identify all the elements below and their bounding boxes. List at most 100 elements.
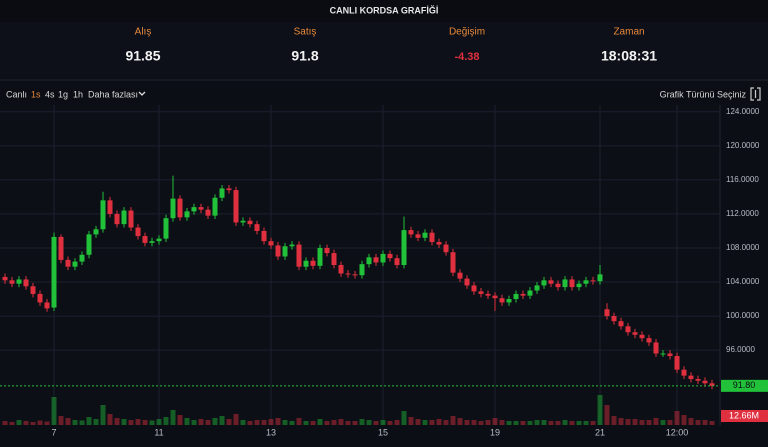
- volume-bar: [590, 421, 596, 425]
- volume-bar: [555, 421, 561, 425]
- candle-body: [464, 278, 470, 286]
- candle-body: [597, 274, 603, 282]
- toolbar-item[interactable]: Daha fazlası: [88, 89, 138, 99]
- volume-bar: [212, 418, 218, 425]
- last-price-tag: [721, 379, 768, 392]
- candle-body: [450, 252, 456, 273]
- candle-body: [492, 295, 498, 299]
- volume-bar: [408, 417, 414, 425]
- volume-bar: [170, 410, 176, 425]
- header-label: Satış: [294, 27, 317, 38]
- candle-body: [429, 232, 435, 243]
- candle-body: [457, 272, 463, 279]
- volume-bar: [30, 422, 36, 425]
- volume-bar: [247, 421, 253, 425]
- header-label: Zaman: [613, 27, 644, 38]
- candle-body: [373, 257, 379, 263]
- volume-bar: [324, 421, 330, 425]
- volume-bar: [618, 418, 624, 425]
- volume-bar: [65, 418, 71, 425]
- volume-bar: [611, 416, 617, 425]
- candle-body: [562, 279, 568, 288]
- volume-bar: [583, 421, 589, 425]
- toolbar-item[interactable]: 1h: [73, 89, 83, 99]
- candle-body: [30, 286, 36, 294]
- chart-type-select[interactable]: Grafik Türünü Seçiniz: [660, 89, 747, 99]
- candle-body: [149, 241, 155, 243]
- volume-bar: [485, 420, 491, 425]
- candle-body: [9, 280, 15, 284]
- volume-bar: [233, 414, 239, 425]
- last-price-label: 91.80: [733, 380, 756, 390]
- volume-tag: [721, 410, 768, 422]
- volume-bar: [387, 421, 393, 425]
- candle-body: [100, 200, 106, 230]
- candle-body: [569, 279, 575, 288]
- candle-body: [268, 241, 274, 246]
- y-tick-label: 116.0000: [726, 175, 759, 184]
- candle-body: [44, 302, 50, 309]
- volume-bar: [709, 421, 715, 425]
- y-tick-label: 108.0000: [726, 243, 760, 252]
- volume-label: 12.66M: [729, 410, 759, 420]
- volume-bar: [37, 420, 43, 425]
- header-value: 91.85: [125, 48, 160, 64]
- candle-body: [639, 334, 645, 339]
- candle-body: [660, 353, 666, 355]
- chevron[interactable]: [138, 91, 146, 96]
- volume-bar: [471, 420, 477, 425]
- candle-body: [534, 285, 540, 291]
- candle-body: [702, 380, 708, 384]
- candle-body: [667, 353, 673, 357]
- volume-bar: [401, 411, 407, 425]
- volume-bar: [373, 421, 379, 425]
- volume-bar: [646, 420, 652, 425]
- candle-body: [177, 198, 183, 218]
- volume-bar: [534, 420, 540, 425]
- candle-body: [156, 238, 162, 242]
- grid: [0, 105, 720, 425]
- toolbar-item[interactable]: Canlı: [6, 89, 27, 99]
- y-tick-label: 120.0000: [726, 141, 760, 150]
- candle-body: [254, 224, 260, 231]
- candle-body: [555, 283, 561, 288]
- volume-bar: [331, 420, 337, 425]
- volume-bar: [317, 419, 323, 425]
- volume-bar: [422, 420, 428, 425]
- y-tick-label: 100.0000: [726, 311, 760, 320]
- toolbar-item[interactable]: 1s: [31, 89, 41, 99]
- volume-bar: [695, 420, 701, 425]
- toolbar-item[interactable]: 4s: [45, 89, 55, 99]
- volume-bar: [23, 421, 29, 425]
- candle-body: [359, 264, 365, 276]
- volume-bar: [415, 419, 421, 425]
- volume-bar: [625, 419, 631, 425]
- candle-body: [128, 210, 134, 228]
- candle-body: [541, 280, 547, 286]
- candle-body: [107, 200, 113, 214]
- candle-body: [632, 332, 638, 335]
- chart-type-icon[interactable]: [750, 87, 761, 101]
- volume-bar: [226, 419, 232, 425]
- toolbar-item[interactable]: 1g: [58, 89, 68, 99]
- candle-body: [681, 369, 687, 376]
- candle-body: [499, 298, 505, 303]
- volume-bar: [359, 419, 365, 425]
- volume-bar: [142, 420, 148, 425]
- candle-body: [16, 279, 22, 284]
- candle-body: [345, 273, 351, 275]
- x-tick-label: 7: [51, 427, 56, 437]
- volume-bar: [457, 418, 463, 425]
- volume-bar: [149, 420, 155, 425]
- candle-body: [520, 293, 526, 296]
- volume-bar: [380, 420, 386, 425]
- header-value: 91.8: [291, 48, 318, 64]
- volume-bar: [597, 395, 603, 425]
- volume-bar: [282, 420, 288, 425]
- candle-body: [219, 188, 225, 198]
- volume-bar: [688, 418, 694, 425]
- volume-bar: [492, 418, 498, 425]
- volume-bar: [653, 418, 659, 425]
- plot: [2, 175, 715, 425]
